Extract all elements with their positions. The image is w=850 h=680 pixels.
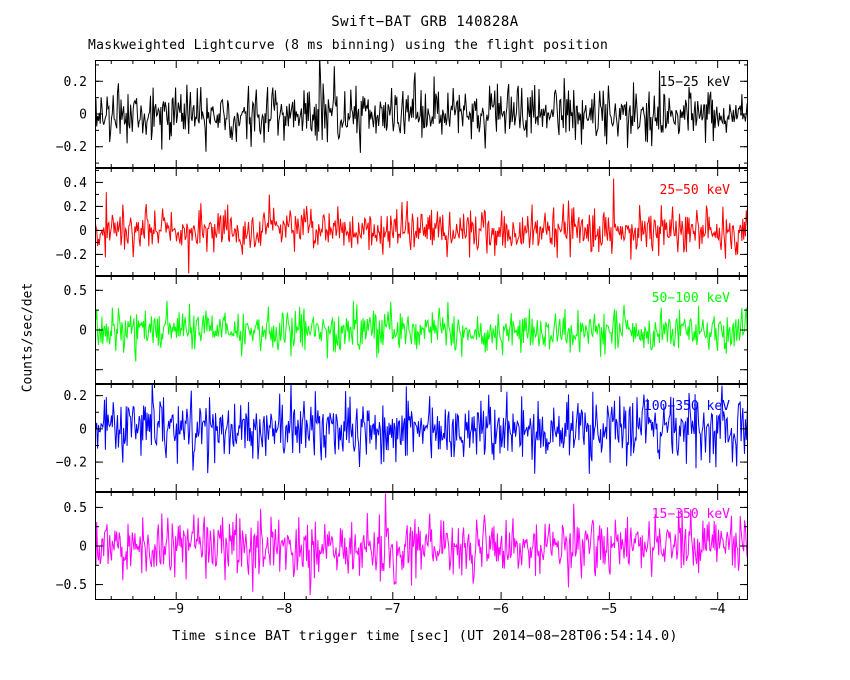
y-tick-label: −0.2 [56, 248, 87, 263]
x-axis-label: Time since BAT trigger time [sec] (UT 20… [172, 628, 678, 644]
y-tick-label: 0 [79, 108, 87, 123]
energy-band-label: 15−25 keV [660, 75, 731, 90]
chart-title: Swift−BAT GRB 140828A [331, 14, 519, 30]
y-tick-label: 0 [79, 224, 87, 239]
y-tick-label: 0 [79, 540, 87, 555]
energy-band-label: 50−100 keV [652, 291, 730, 306]
y-tick-label: 0.5 [64, 501, 87, 516]
y-tick-label: 0 [79, 422, 87, 437]
x-axis-tick-labels: −9 −8 −7 −6 −5 −4 [0, 602, 850, 620]
panel-frame [95, 384, 748, 492]
x-tick-label: −9 [168, 602, 185, 617]
x-tick-label: −7 [384, 602, 401, 617]
x-tick-label: −4 [709, 602, 726, 617]
y-tick-label: 0 [79, 324, 87, 339]
lightcurve-panel-3: 50−100 keV 0 0.5 [64, 276, 748, 384]
y-tick-label: 0.4 [64, 176, 88, 191]
lightcurve-panel-2: 25−50 keV −0.2 0 0.2 0.4 [56, 168, 748, 276]
lightcurve-panel-4: 100−350 keV −0.2 0 0.2 [56, 384, 748, 492]
chart-subtitle: Maskweighted Lightcurve (8 ms binning) u… [88, 38, 609, 53]
x-tick-label: −8 [276, 602, 293, 617]
panel-stack: 15−25 keV −0.2 0 0.2 25−50 keV −0.2 0 0.2 0.4 50−… [0, 60, 850, 600]
lightcurve-panel-1: 15−25 keV −0.2 0 0.2 [56, 60, 748, 168]
y-tick-label: 0.2 [64, 75, 87, 90]
y-tick-label: 0.2 [64, 200, 87, 215]
noise-trace [95, 178, 748, 274]
x-tick-label: −5 [601, 602, 618, 617]
noise-trace [95, 493, 748, 596]
y-tick-label: 0.5 [64, 284, 87, 299]
y-tick-label: −0.2 [56, 456, 87, 471]
x-tick-label: −6 [493, 602, 509, 617]
y-tick-label: −0.5 [56, 578, 87, 593]
y-tick-label: 0.2 [64, 389, 87, 404]
lightcurve-panel-5: 15−350 keV−0.500.5 [56, 492, 748, 600]
energy-band-label: 25−50 keV [660, 183, 731, 198]
noise-trace [95, 60, 748, 153]
energy-band-label: 100−350 keV [644, 399, 730, 414]
y-tick-label: −0.2 [56, 140, 87, 155]
panel-frame [95, 168, 748, 276]
noise-trace [95, 384, 748, 474]
noise-trace [95, 300, 748, 362]
